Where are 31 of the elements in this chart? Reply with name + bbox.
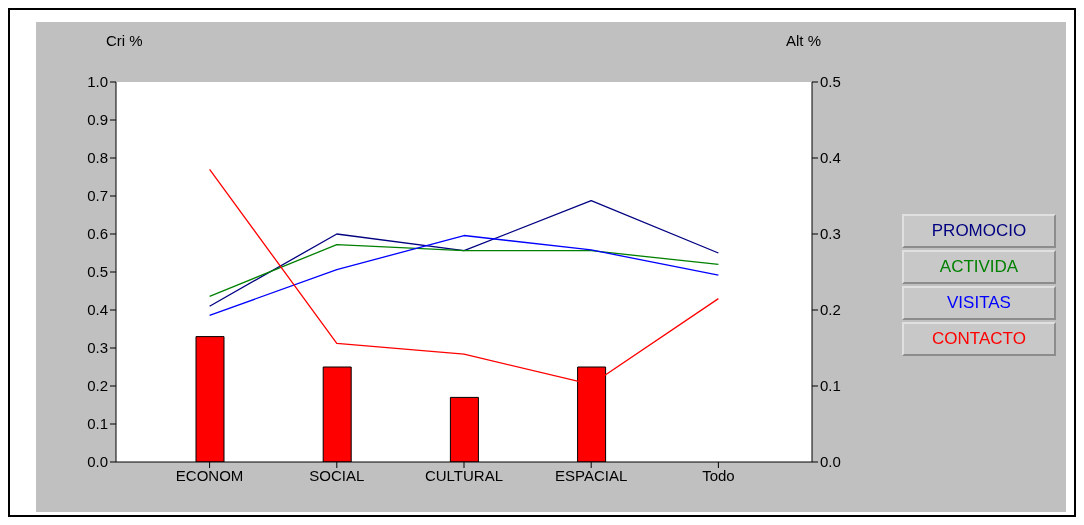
y2-tick-label: 0.1	[820, 377, 841, 395]
y2-tick-label: 0.4	[820, 149, 841, 167]
line-series	[208, 243, 720, 297]
x-tick-label: Todo	[702, 466, 735, 484]
text: VISITAS	[902, 285, 1056, 320]
y-tick-label: 0.1	[87, 415, 108, 433]
y-tick-label: 0.9	[87, 111, 108, 129]
y2-tick-label: 0.2	[820, 301, 841, 319]
y2-tick-label: 0.3	[820, 225, 841, 243]
x-tick-label: SOCIAL	[309, 466, 365, 484]
y2-tick-label: 0.5	[820, 73, 841, 91]
y-tick-label: 0.6	[87, 225, 108, 243]
y-tick-label: 1.0	[87, 73, 108, 91]
y-tick-label: 0.4	[87, 301, 108, 319]
y-tick-label: 0.0	[87, 453, 108, 471]
y-tick-label: 0.5	[87, 263, 108, 281]
line-series	[208, 234, 720, 316]
y-axis-title: Cri %	[106, 32, 143, 49]
x-tick-label: ECONOM	[175, 466, 244, 484]
line-series	[208, 199, 720, 307]
x-tick-label: ESPACIAL	[555, 466, 628, 484]
y-tick-label: 0.7	[87, 187, 108, 205]
y-tick-label: 0.8	[87, 149, 108, 167]
y-tick-label: 0.3	[87, 339, 108, 357]
text: ACTIVIDA	[902, 249, 1056, 284]
y2-tick-label: 0.0	[820, 453, 841, 471]
text: PROMOCIO	[902, 213, 1056, 248]
x-tick-label: CULTURAL	[424, 466, 504, 484]
y-tick-label: 0.2	[87, 377, 108, 395]
text: CONTACTO	[902, 321, 1056, 356]
y2-axis-title: Alt %	[786, 32, 822, 49]
